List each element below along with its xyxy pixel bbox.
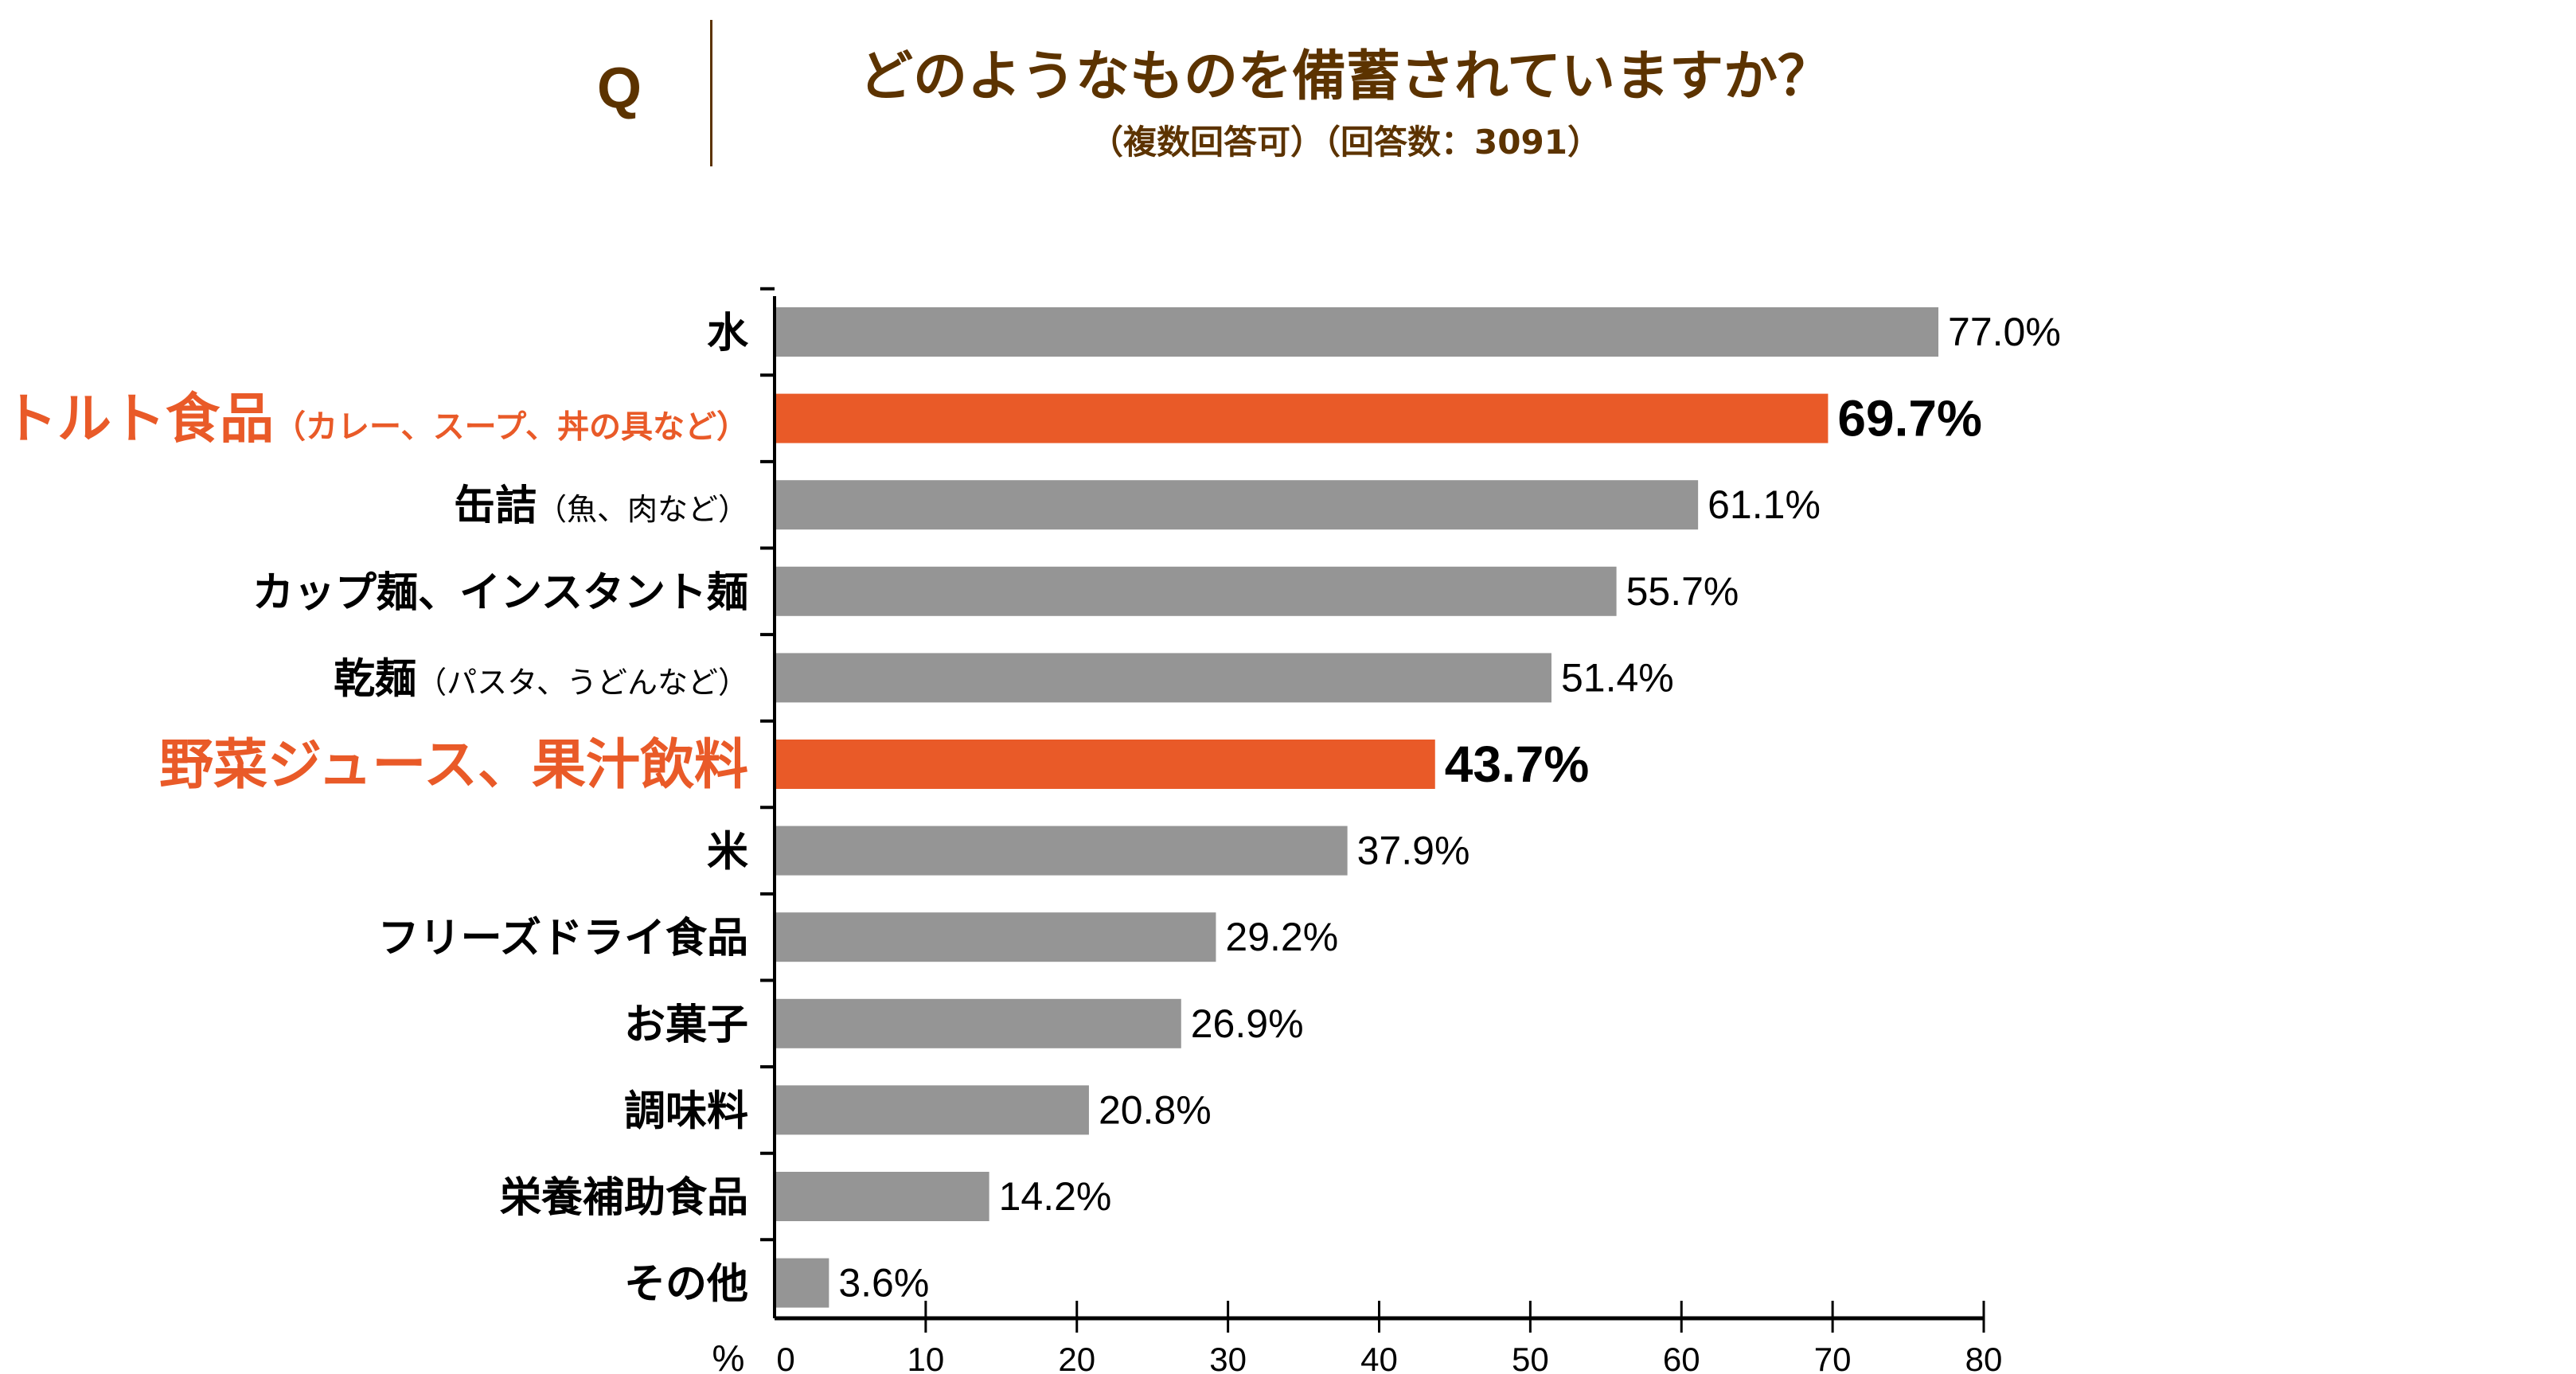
category-label: 乾麺（パスタ、うどんなど）: [334, 655, 748, 703]
category-note: （カレー、スープ、丼の具など）: [274, 409, 748, 446]
x-tick-label: 0: [776, 1341, 794, 1374]
title-divider: [710, 20, 712, 166]
category-label: 栄養補助食品: [500, 1174, 748, 1222]
category-label: 野菜ジュース、果汁飲料: [159, 734, 748, 797]
data-label: 3.6%: [838, 1261, 929, 1306]
category-label: フリーズドライ食品: [378, 915, 748, 962]
category-note: （パスタ、うどんなど）: [416, 665, 748, 700]
bar: [776, 566, 1617, 616]
data-label: 43.7%: [1445, 736, 1589, 793]
data-label: 29.2%: [1225, 915, 1338, 959]
category-main: 乾麺: [334, 655, 416, 703]
category-label: 米: [707, 829, 748, 876]
chart-title: どのようなものを備蓄されていますか？: [859, 45, 1832, 108]
category-main: 米: [707, 829, 748, 876]
category-label: 水: [707, 310, 749, 357]
bar: [776, 912, 1216, 962]
category-main: レトルト食品: [0, 388, 274, 451]
data-label: 37.9%: [1357, 829, 1470, 873]
category-label: 缶詰（魚、肉など）: [454, 482, 748, 530]
bar: [776, 480, 1699, 530]
category-main: 缶詰: [454, 482, 537, 530]
category-label: レトルト食品（カレー、スープ、丼の具など）: [0, 388, 748, 451]
data-label: 51.4%: [1561, 655, 1674, 700]
category-main: 調味料: [624, 1087, 748, 1135]
category-label: お菓子: [624, 1001, 748, 1049]
category-main: 水: [707, 310, 749, 357]
x-tick-label: 20: [1058, 1341, 1095, 1374]
x-tick-label: 70: [1814, 1341, 1852, 1374]
bar: [776, 1258, 829, 1308]
data-label: 77.0%: [1948, 310, 2061, 354]
data-label: 26.9%: [1191, 1001, 1304, 1046]
category-label: カップ麺、インスタント麺: [252, 569, 748, 617]
category-main: カップ麺、インスタント麺: [252, 569, 748, 617]
data-label: 69.7%: [1837, 390, 1981, 447]
category-main: フリーズドライ食品: [378, 915, 748, 962]
data-label: 20.8%: [1099, 1087, 1212, 1132]
data-label: 55.7%: [1626, 569, 1739, 614]
data-label: 61.1%: [1708, 482, 1821, 527]
x-tick-label: 10: [907, 1341, 945, 1374]
chart-subtitle: （複数回答可）（回答数：3091）: [1090, 123, 1601, 162]
bar: [776, 1085, 1089, 1135]
x-tick-label: 60: [1663, 1341, 1700, 1374]
bar: [776, 826, 1348, 876]
category-main: その他: [624, 1261, 748, 1309]
x-tick-label: 80: [1965, 1341, 2003, 1374]
category-main: 野菜ジュース、果汁飲料: [159, 734, 748, 797]
q-mark: Q: [597, 57, 642, 120]
category-label: 調味料: [624, 1087, 748, 1135]
x-tick-label: 40: [1360, 1341, 1398, 1374]
bar: [776, 1172, 989, 1221]
category-note: （魚、肉など）: [537, 492, 748, 527]
bar: [776, 998, 1181, 1048]
bar: [776, 307, 1939, 357]
category-main: 栄養補助食品: [500, 1174, 748, 1222]
category-label: その他: [624, 1261, 748, 1309]
bar: [776, 653, 1551, 703]
bar: [776, 740, 1435, 789]
category-main: お菓子: [624, 1001, 748, 1049]
data-label: 14.2%: [999, 1174, 1112, 1219]
x-axis-unit: %: [712, 1337, 745, 1374]
x-tick-label: 30: [1209, 1341, 1247, 1374]
bar: [776, 393, 1829, 443]
x-tick-label: 50: [1512, 1341, 1549, 1374]
